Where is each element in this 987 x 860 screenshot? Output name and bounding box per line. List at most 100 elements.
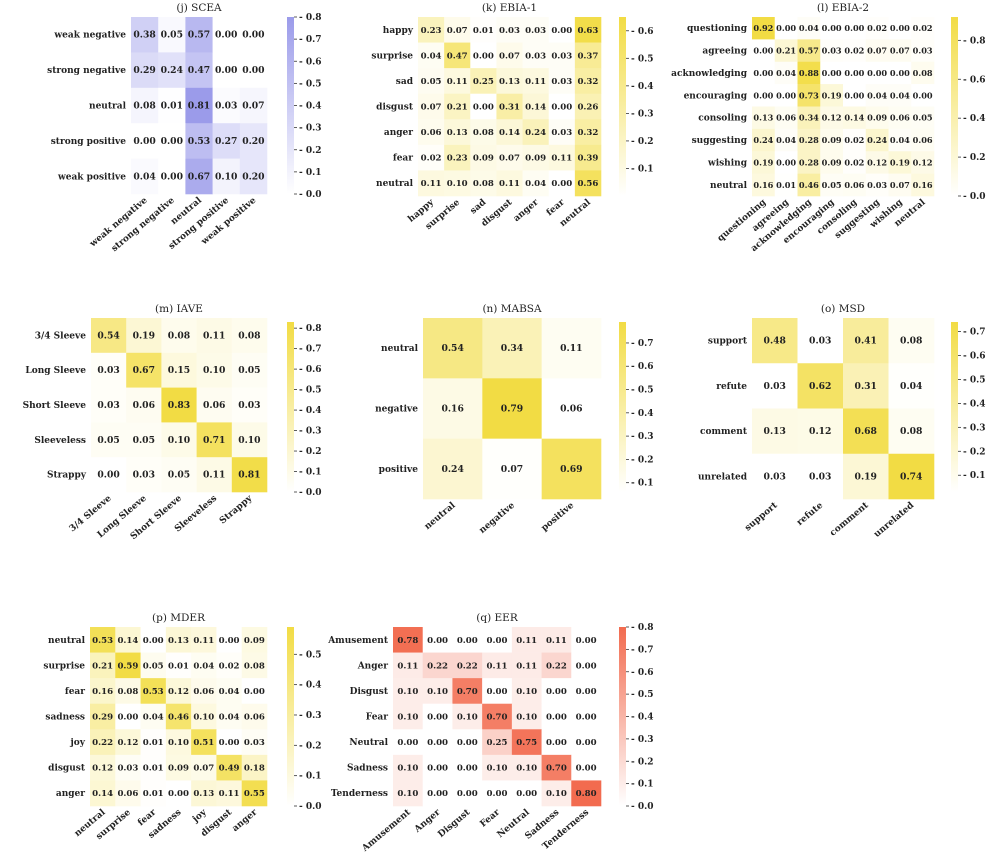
heatmap-cell	[522, 170, 550, 197]
cell-value-label: 0.05	[168, 470, 190, 481]
cell-value-label: 0.29	[133, 65, 155, 76]
heatmap-cell	[843, 173, 867, 197]
row-label-sleeveless: Sleeveless	[34, 436, 86, 446]
heatmap-cell	[865, 17, 889, 40]
row-label-sadness: Sadness	[347, 764, 388, 774]
heatmap-cell	[239, 123, 268, 159]
cell-value-label: 0.00	[427, 636, 448, 646]
cell-value-label: 0.00	[117, 713, 138, 723]
heatmap-cell	[231, 318, 268, 354]
heatmap-cell	[548, 17, 576, 43]
heatmap-cell	[820, 39, 844, 63]
cell-value-label: 0.49	[219, 764, 240, 774]
heatmap-cell	[196, 422, 233, 458]
colorbar-tick-label: - 0.5	[631, 54, 654, 64]
heatmap-cell	[865, 173, 889, 197]
cell-value-label: 0.10	[168, 435, 190, 446]
heatmap-cell	[165, 652, 192, 679]
heatmap-mabsa: (n) MABSA 0.54 0.34 0.11 0.16 0.79 0.06 0.24 0.0…	[375, 303, 653, 536]
row-label-fear: Fear	[366, 713, 388, 723]
heatmap-cell	[131, 123, 159, 159]
row-label-suggesting: suggesting	[692, 136, 748, 146]
heatmap-cell	[843, 453, 889, 500]
heatmap-cell	[90, 678, 116, 705]
heatmap-cell	[418, 119, 445, 146]
cell-value-label: 0.19	[822, 90, 842, 100]
heatmap-cell	[212, 17, 241, 53]
row-label-fear: fear	[65, 687, 85, 697]
heatmap-cell	[496, 17, 523, 43]
cell-value-label: 0.24	[867, 135, 887, 145]
row-label-sadness: sadness	[45, 713, 85, 723]
cell-value-label: 0.12	[867, 157, 887, 167]
heatmap-cell	[90, 703, 116, 730]
heatmap-cell	[797, 363, 844, 409]
cell-value-label: 0.67	[133, 365, 155, 376]
heatmap-cell	[444, 42, 471, 69]
cell-value-label: 0.00	[576, 738, 597, 748]
colorbar-tick-label: - 0.6	[963, 352, 986, 362]
cell-value-label: 0.00	[576, 687, 597, 697]
col-label-comment: comment	[828, 500, 871, 538]
heatmap-cell	[241, 754, 268, 781]
heatmap-cell	[482, 754, 513, 781]
heatmap-cell	[797, 17, 821, 40]
heatmap-cell	[91, 352, 127, 388]
heatmap-cell	[140, 652, 167, 679]
heatmap-cell	[452, 678, 483, 705]
cell-value-label: 0.00	[427, 713, 448, 723]
cell-value-label: 0.23	[447, 154, 468, 164]
cell-value-label: 0.08	[913, 68, 933, 78]
colorbar-tick-label: - 0.6	[299, 365, 322, 375]
heatmap-cell	[90, 754, 116, 781]
colorbar-tick-label: - 0.0	[963, 192, 986, 202]
heatmap-ebia2: (l) EBIA-20.92 0.00 0.04 0.00 0.00 0.02 0.00 0.…	[671, 2, 985, 254]
heatmap-cell	[797, 173, 821, 197]
heatmap-cell	[865, 151, 889, 174]
heatmap-cell	[752, 173, 776, 197]
heatmap-cell	[165, 703, 192, 730]
cell-value-label: 0.22	[457, 661, 478, 671]
heatmap-cell	[185, 87, 213, 124]
cell-value-label: 0.01	[168, 661, 189, 671]
row-label-3-4-sleeve: 3/4 Sleeve	[35, 331, 87, 341]
heatmap-cell	[888, 128, 912, 152]
heatmap-cell	[452, 754, 483, 781]
heatmap-cell	[571, 652, 602, 679]
heatmap-cell	[888, 408, 935, 455]
colorbar-tick-label: - 0.1	[299, 168, 322, 178]
heatmap-cell	[422, 627, 453, 653]
heatmap-cell	[470, 170, 497, 197]
cell-value-label: 0.03	[499, 26, 520, 36]
heatmap-cell	[511, 754, 542, 781]
heatmap-cell	[496, 93, 523, 120]
cell-value-label: 0.00	[890, 23, 910, 33]
colorbar-tick-label: - 0.8	[963, 36, 986, 46]
heatmap-cell	[196, 387, 233, 423]
heatmap-cell	[452, 729, 483, 756]
cell-value-label: 0.10	[397, 789, 418, 799]
colorbar-tick-label: - 0.4	[631, 82, 654, 92]
heatmap-cell	[911, 173, 935, 197]
cell-value-label: 0.00	[844, 90, 864, 100]
row-label-encouraging: encouraging	[684, 91, 748, 101]
cell-value-label: 0.04	[219, 687, 240, 697]
cell-value-label: 0.81	[238, 470, 260, 481]
heatmap-cell	[444, 68, 471, 95]
heatmap-cell	[820, 128, 844, 152]
heatmap-cell	[393, 678, 424, 705]
cell-value-label: 0.37	[577, 51, 598, 61]
chart-title: (p) MDER	[152, 612, 206, 624]
cell-value-label: 0.11	[487, 661, 508, 671]
row-label-neutral: neutral	[381, 344, 419, 354]
heatmap-cell	[216, 754, 243, 781]
cell-value-label: 0.19	[753, 157, 773, 167]
heatmap-cell	[482, 627, 513, 653]
cell-value-label: 0.10	[238, 435, 260, 446]
row-label-strong-negative: strong negative	[47, 66, 126, 76]
cell-value-label: 0.07	[193, 764, 214, 774]
cell-value-label: 0.24	[525, 128, 546, 138]
heatmap-cell	[774, 173, 798, 197]
col-label-unrelated: unrelated	[872, 500, 916, 540]
heatmap-cell	[239, 87, 268, 124]
